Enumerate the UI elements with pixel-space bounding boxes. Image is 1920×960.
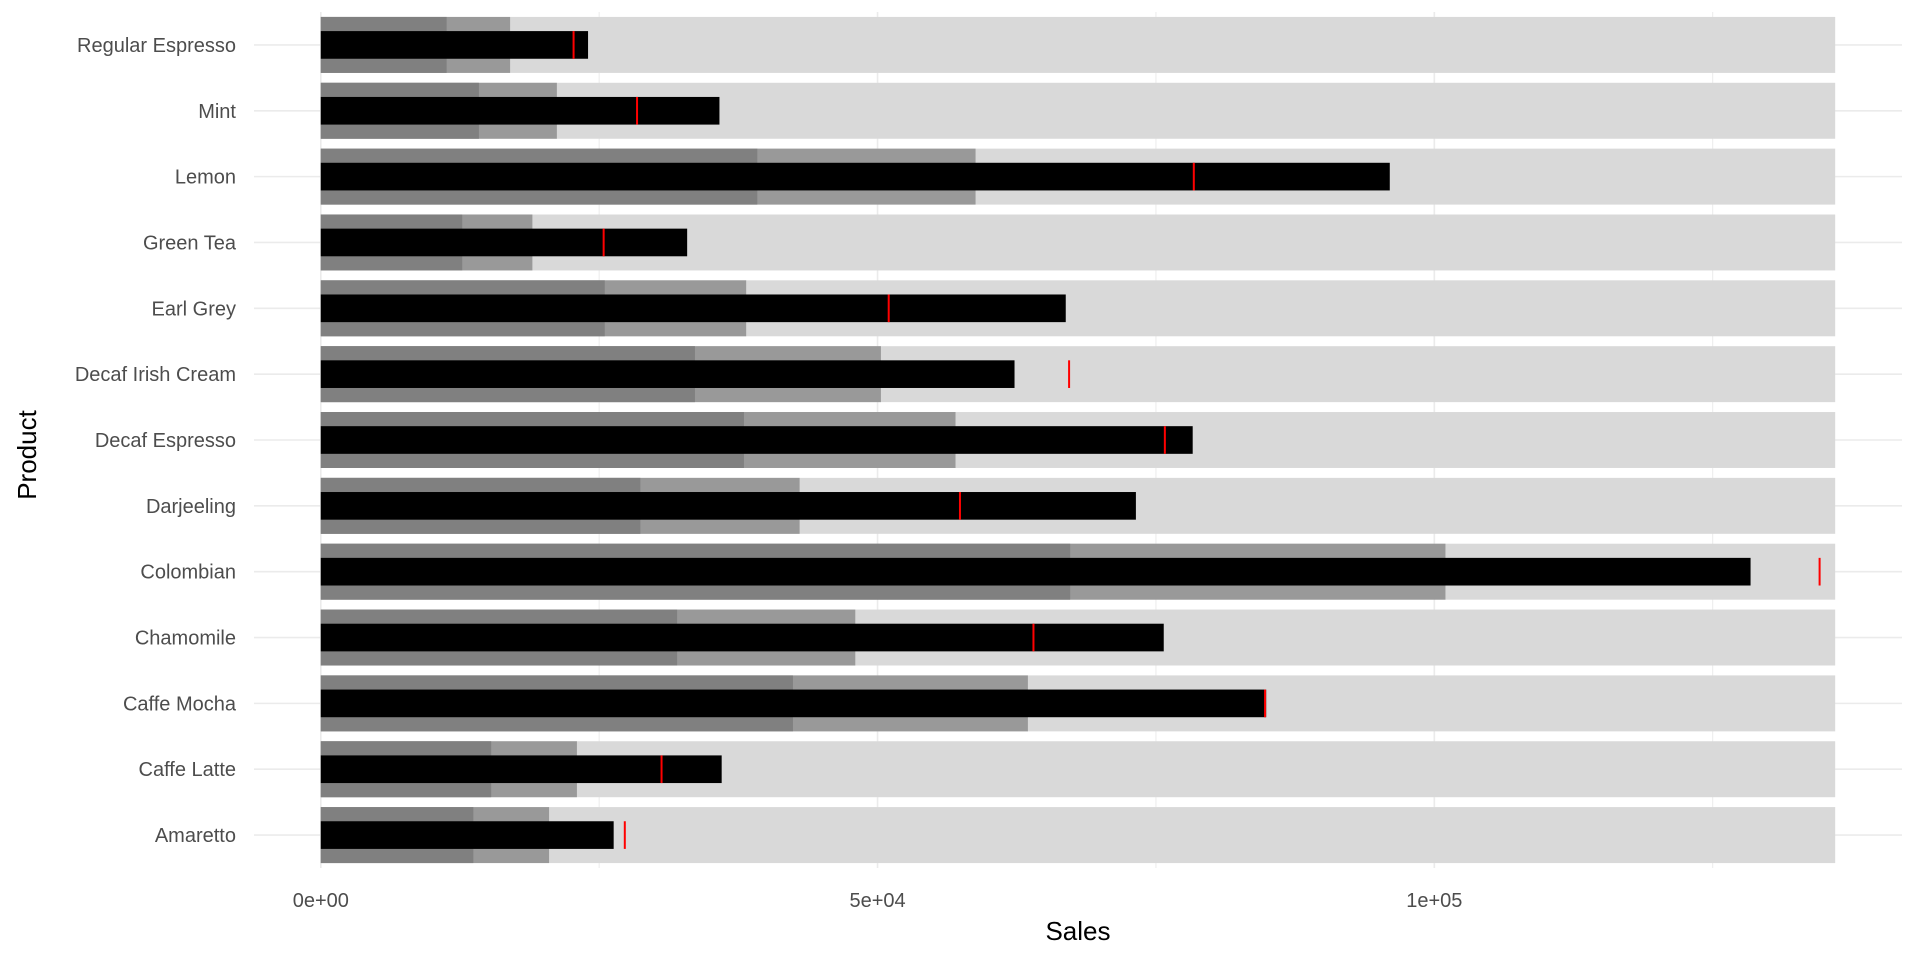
y-tick-label: Caffe Latte [139,759,236,781]
actual-bar [320,31,589,59]
y-tick-label: Green Tea [143,232,237,254]
actual-bar [320,689,1267,718]
actual-bar [320,492,1136,520]
x-axis-title: Sales [1045,916,1110,946]
y-tick-label: Mint [198,101,236,123]
y-tick-label: Decaf Irish Cream [75,364,236,386]
y-tick-label: Decaf Espresso [95,430,236,452]
actual-bar [320,162,1390,191]
actual-bar [320,294,1066,323]
y-tick-label: Regular Espresso [77,35,236,57]
y-tick-label: Chamomile [135,628,236,650]
y-tick-label: Colombian [140,562,236,584]
actual-bar [320,755,722,784]
y-axis-tick-labels: Amaretto Caffe Latte Caffe Mocha Chamomile C… [75,35,237,847]
bars-layer [320,16,1836,864]
actual-bar [320,623,1164,652]
y-tick-label: Caffe Mocha [123,693,237,715]
x-tick-label: 5e+04 [849,890,905,912]
actual-bar [320,360,1015,388]
x-tick-label: 1e+05 [1406,890,1462,912]
y-axis-title: Product [12,409,42,499]
y-tick-label: Amaretto [155,825,236,847]
actual-bar [320,426,1193,454]
actual-bar [320,557,1751,586]
actual-bar [320,821,614,849]
y-tick-label: Earl Grey [152,298,236,320]
actual-bar [320,228,688,257]
x-tick-label: 0e+00 [293,890,349,912]
x-axis-tick-labels: 0e+00 5e+04 1e+05 [293,890,1463,912]
actual-bar [320,96,720,125]
y-tick-label: Darjeeling [146,496,236,518]
y-tick-label: Lemon [175,167,236,189]
